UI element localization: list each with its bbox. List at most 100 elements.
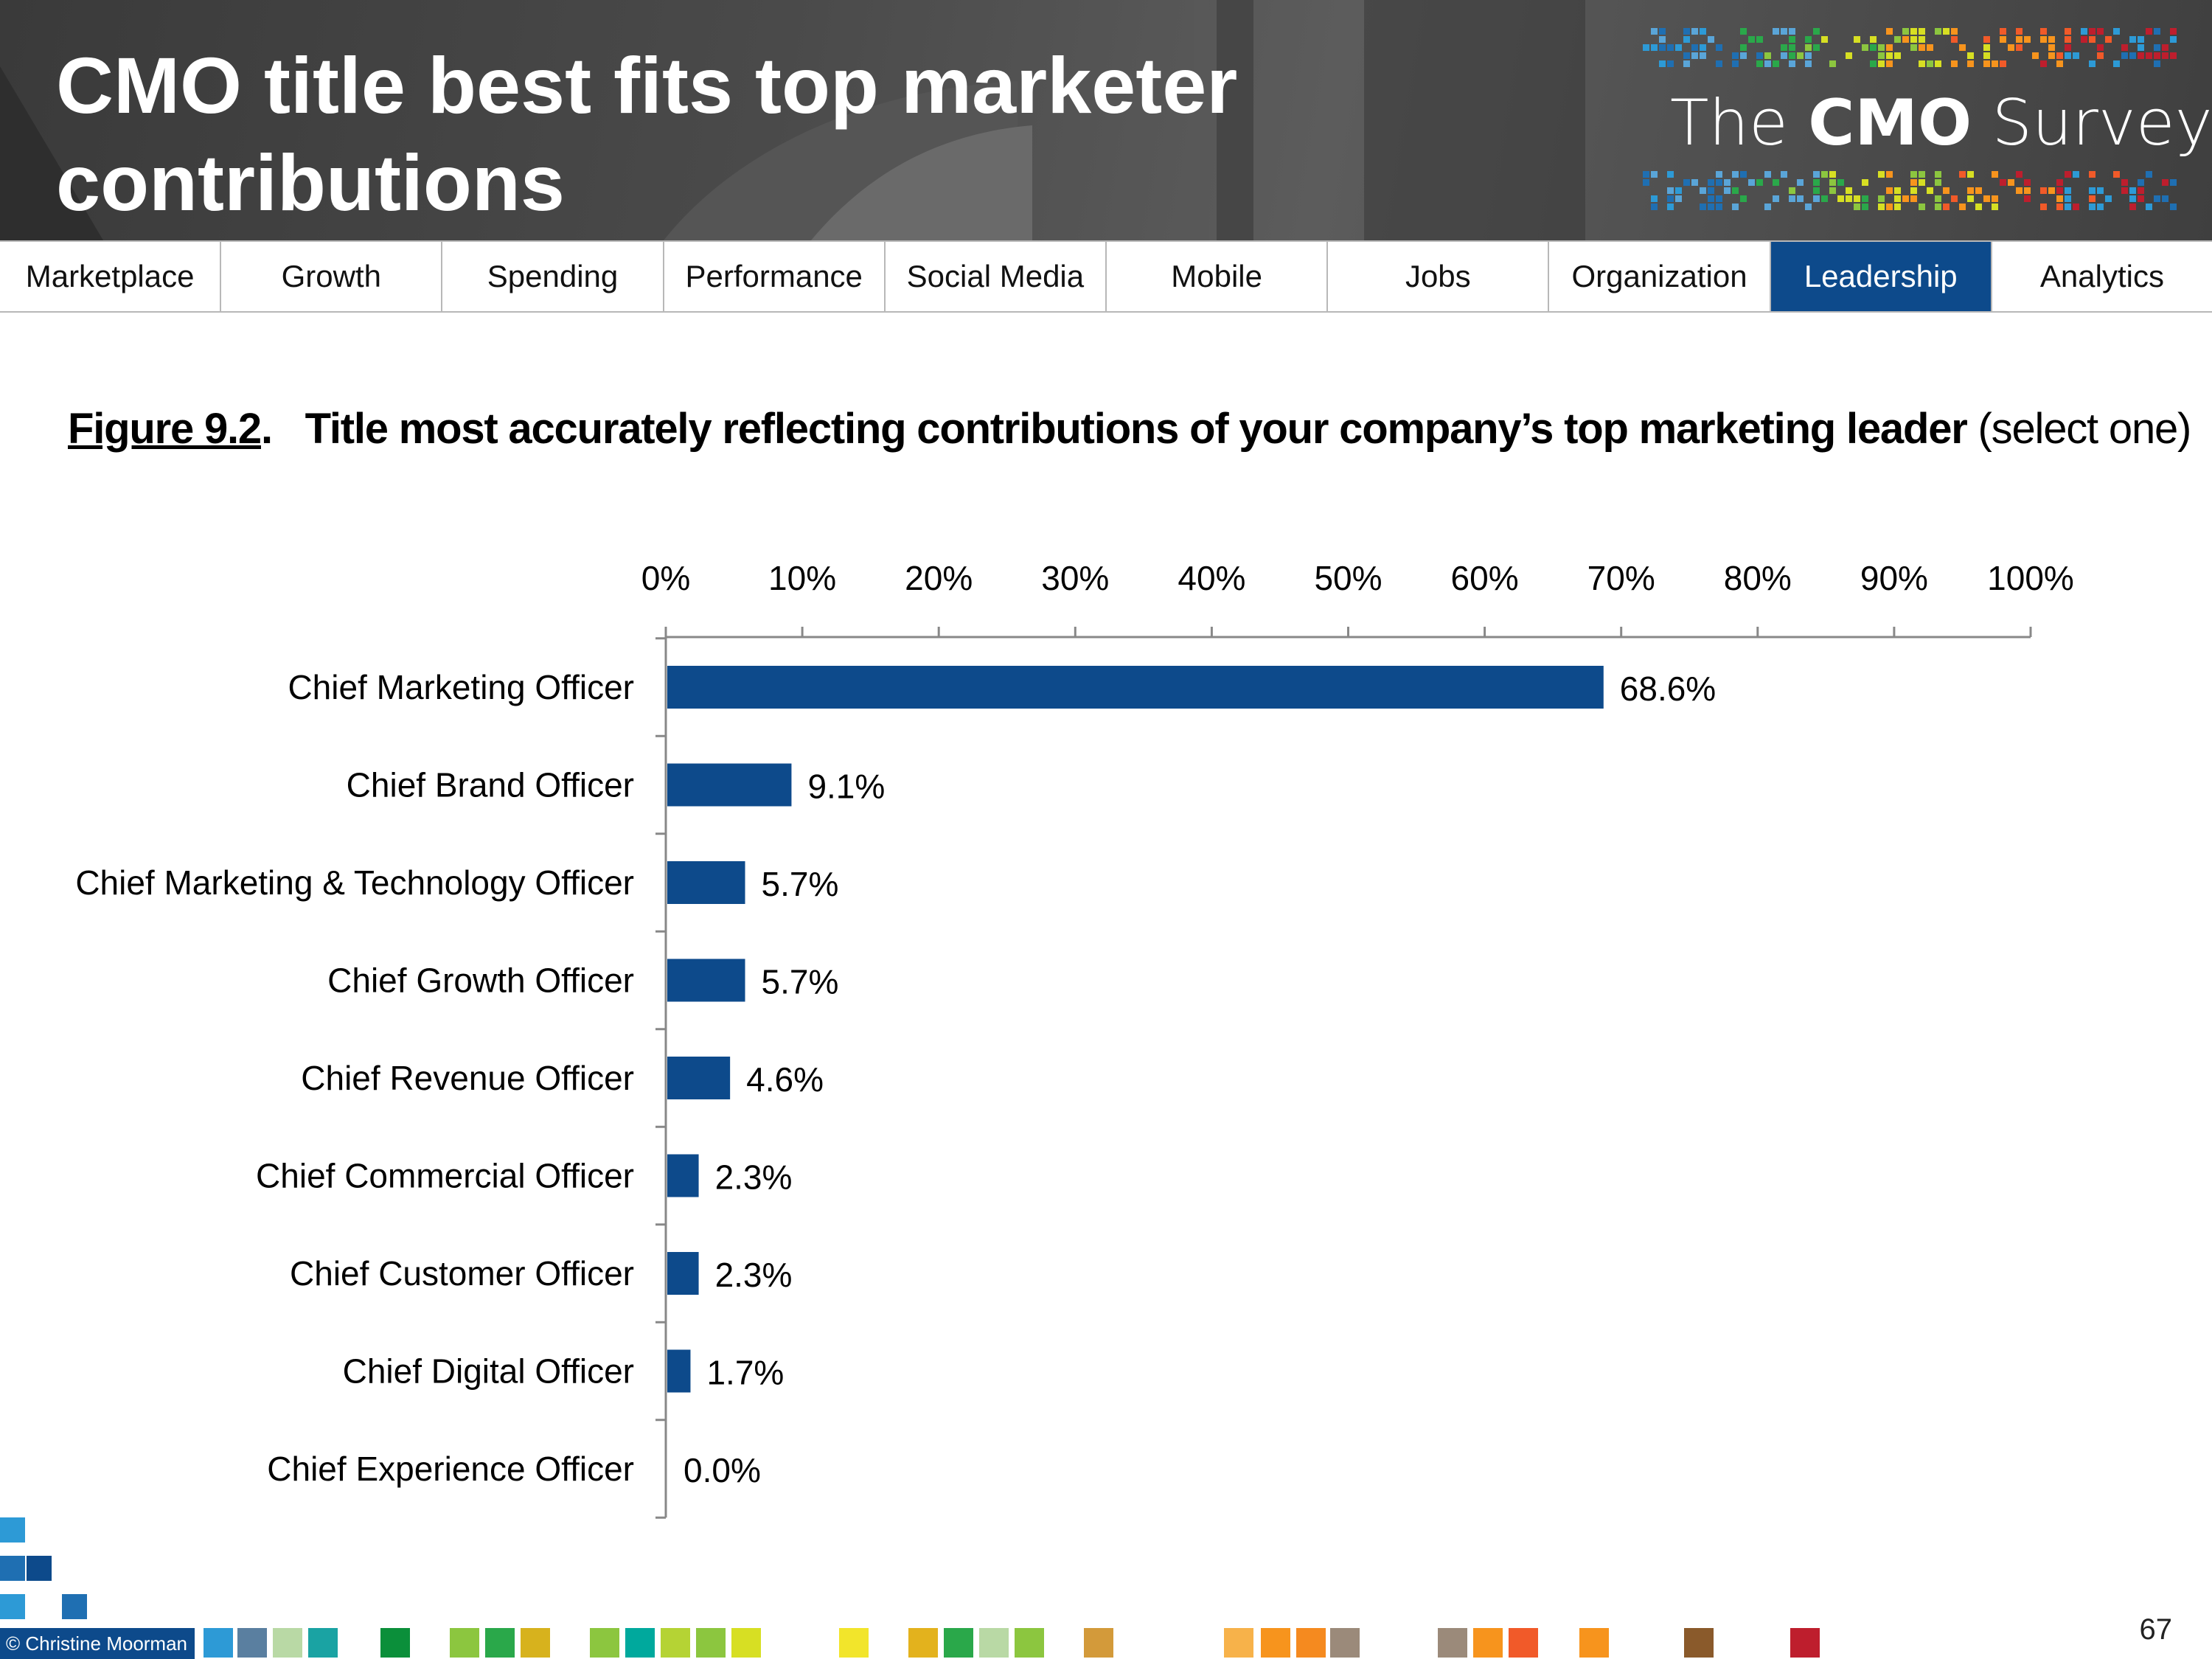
logo-pixel bbox=[1870, 44, 1877, 51]
category-label: Chief Brand Officer bbox=[347, 766, 634, 804]
logo-pixel bbox=[2073, 52, 2079, 59]
logo-pixel bbox=[1967, 187, 1974, 194]
logo-pixel bbox=[1756, 52, 1763, 59]
logo-pixel bbox=[2048, 36, 2055, 43]
logo-pixel bbox=[1683, 36, 1690, 43]
page-number: 67 bbox=[2139, 1613, 2173, 1646]
footer-pixel bbox=[590, 1628, 619, 1658]
nav-item-marketplace[interactable]: Marketplace bbox=[0, 242, 222, 311]
logo-pixel bbox=[1708, 195, 1714, 202]
logo-pixel bbox=[1862, 204, 1868, 210]
footer-pixel bbox=[731, 1628, 761, 1658]
footer-pixel bbox=[696, 1628, 726, 1658]
footer-pixel bbox=[979, 1628, 1009, 1658]
logo-pixel bbox=[1870, 36, 1877, 43]
logo-pixel bbox=[2097, 187, 2104, 194]
logo-pixel bbox=[1894, 195, 1901, 202]
nav-item-jobs[interactable]: Jobs bbox=[1328, 242, 1550, 311]
logo-pixel bbox=[1732, 187, 1739, 194]
logo-pixel bbox=[1764, 171, 1771, 178]
footer-pixel bbox=[27, 1556, 52, 1581]
x-axis-tick-label: 30% bbox=[1041, 559, 1109, 597]
logo-pixel bbox=[1975, 187, 1982, 194]
logo-pixel bbox=[1894, 187, 1901, 194]
logo-pixel bbox=[1651, 204, 1658, 210]
logo-pixel bbox=[2016, 44, 2023, 51]
logo-pixel bbox=[1846, 52, 1852, 59]
footer-pixel bbox=[380, 1628, 410, 1658]
logo-pixel bbox=[1748, 36, 1755, 43]
logo-pixel bbox=[1708, 36, 1714, 43]
logo-pixel bbox=[1919, 204, 1925, 210]
footer-pixel bbox=[273, 1628, 302, 1658]
nav-item-leadership[interactable]: Leadership bbox=[1770, 242, 1992, 311]
footer-pixel bbox=[450, 1628, 479, 1658]
logo-pixel bbox=[1667, 44, 1674, 51]
category-label: Chief Growth Officer bbox=[327, 961, 634, 1000]
logo-pixel bbox=[2081, 36, 2087, 43]
logo-pixel bbox=[1910, 171, 1917, 178]
logo-pixel bbox=[1886, 204, 1893, 210]
footer-pixel bbox=[1296, 1628, 1326, 1658]
logo-pixel bbox=[2129, 52, 2136, 59]
logo-pixel bbox=[1708, 179, 1714, 186]
logo-pixel bbox=[1813, 171, 1820, 178]
logo-pixel bbox=[2040, 28, 2047, 35]
logo-pixel bbox=[1943, 204, 1950, 210]
logo-pixel bbox=[2113, 171, 2120, 178]
nav-item-analytics[interactable]: Analytics bbox=[2039, 259, 2164, 293]
logo-pixel bbox=[2097, 28, 2104, 35]
logo-pixel bbox=[1773, 179, 1779, 186]
copyright-notice: © Christine Moorman bbox=[0, 1628, 195, 1659]
bar bbox=[667, 1154, 699, 1197]
logo-pixel bbox=[1789, 195, 1795, 202]
logo-pixel bbox=[1683, 52, 1690, 59]
logo-pixel bbox=[1756, 60, 1763, 67]
logo-pixel bbox=[1740, 195, 1747, 202]
nav-item-mobile[interactable]: Mobile bbox=[1107, 242, 1329, 311]
logo-pixel bbox=[1764, 204, 1771, 210]
logo-pixel bbox=[1992, 195, 1998, 202]
data-label: 0.0% bbox=[684, 1451, 761, 1489]
logo-pixel bbox=[1854, 204, 1860, 210]
logo-pixel bbox=[1813, 195, 1820, 202]
logo-pixel bbox=[1878, 195, 1885, 202]
nav-item-social-media[interactable]: Social Media bbox=[886, 242, 1107, 311]
logo-pixel bbox=[1700, 187, 1706, 194]
x-axis-tick-label: 90% bbox=[1860, 559, 1928, 597]
logo-pixel bbox=[2089, 60, 2096, 67]
logo-pixel bbox=[1708, 187, 1714, 194]
logo-pixel bbox=[1675, 44, 1682, 51]
logo-pixel bbox=[1862, 44, 1868, 51]
nav-item-spending[interactable]: Spending bbox=[442, 242, 664, 311]
logo-pixel bbox=[1837, 195, 1844, 202]
logo-pixel bbox=[1992, 171, 1998, 178]
logo-pixel bbox=[1886, 187, 1893, 194]
logo-pixel bbox=[1773, 195, 1779, 202]
logo-pixel bbox=[1878, 44, 1885, 51]
logo-pixel bbox=[2170, 36, 2177, 43]
logo-pixel bbox=[1740, 52, 1747, 59]
logo-pixel bbox=[1700, 52, 1706, 59]
nav-item-performance[interactable]: Performance bbox=[664, 242, 886, 311]
x-axis-tick-label: 60% bbox=[1451, 559, 1519, 597]
logo-pixel bbox=[2016, 171, 2023, 178]
logo-pixel bbox=[2089, 171, 2096, 178]
logo-pixel bbox=[2121, 52, 2128, 59]
logo-pixel bbox=[1716, 171, 1722, 178]
logo-pixel bbox=[1813, 179, 1820, 186]
footer-pixel bbox=[661, 1628, 690, 1658]
logo-pixel bbox=[1789, 52, 1795, 59]
nav-item-growth[interactable]: Growth bbox=[221, 242, 443, 311]
logo-pixel bbox=[2146, 52, 2152, 59]
logo-pixel bbox=[2048, 187, 2055, 194]
logo-pixel bbox=[2105, 36, 2112, 43]
nav-item-organization[interactable]: Organization bbox=[1549, 242, 1771, 311]
logo-pixel bbox=[2024, 187, 2031, 194]
logo-pixel bbox=[1724, 179, 1731, 186]
logo-pixel bbox=[1740, 44, 1747, 51]
logo-prefix: The bbox=[1670, 86, 1809, 160]
logo-pixel bbox=[2089, 204, 2096, 210]
logo-pixel bbox=[1764, 52, 1771, 59]
logo-pixel bbox=[1805, 44, 1812, 51]
